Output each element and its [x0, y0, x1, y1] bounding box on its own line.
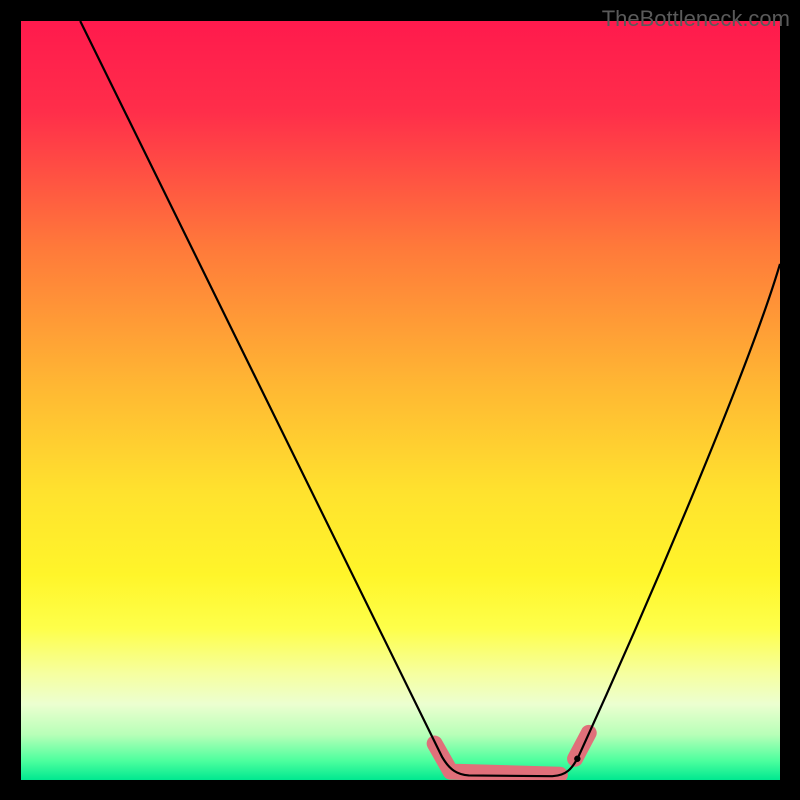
gradient-background — [21, 21, 780, 780]
watermark-text: TheBottleneck.com — [602, 6, 790, 32]
bottleneck-chart — [0, 0, 800, 800]
curve-marker-dot — [574, 756, 580, 762]
